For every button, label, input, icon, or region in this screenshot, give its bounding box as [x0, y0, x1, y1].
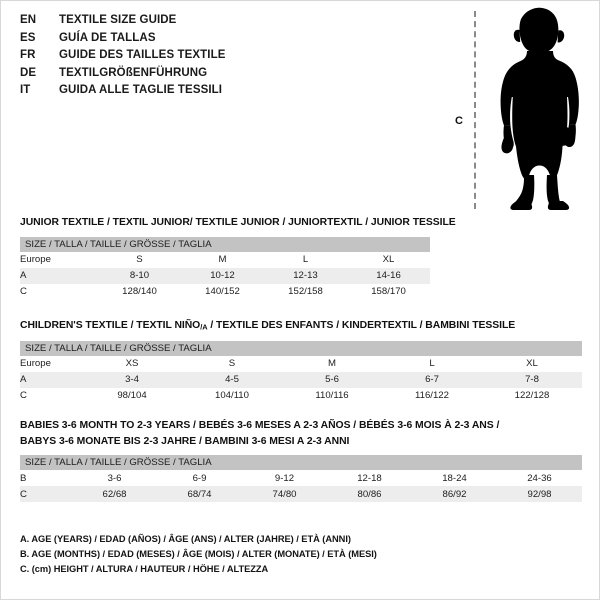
table-cell: 3-6	[72, 470, 157, 486]
row-header: Europe	[20, 355, 82, 372]
table-cell: 12-13	[264, 267, 347, 284]
table-row: Europe S M L XL	[20, 251, 431, 268]
table-cell: 140/152	[181, 283, 264, 300]
row-header: B	[20, 470, 72, 486]
table-cell: 116/122	[382, 387, 482, 404]
children-size-table: SIZE / TALLA / TAILLE / GRÖSSE / TAGLIA …	[20, 340, 582, 404]
size-band-label: SIZE / TALLA / TAILLE / GRÖSSE / TAGLIA	[20, 455, 582, 470]
table-row: A 3-4 4-5 5-6 6-7 7-8	[20, 371, 582, 388]
table-row: C 98/104 104/110 110/116 116/122 122/128	[20, 387, 582, 404]
size-band-row: SIZE / TALLA / TAILLE / GRÖSSE / TAGLIA	[20, 455, 582, 470]
footnote-b: B. AGE (MONTHS) / EDAD (MESES) / ÂGE (MO…	[20, 549, 377, 560]
table-cell: M	[181, 251, 264, 268]
size-band-label: SIZE / TALLA / TAILLE / GRÖSSE / TAGLIA	[20, 236, 431, 252]
section-title-subscript: /A	[200, 322, 208, 332]
table-row: A 8-10 10-12 12-13 14-16	[20, 267, 431, 284]
section-junior-textile: JUNIOR TEXTILE / TEXTIL JUNIOR/ TEXTILE …	[20, 215, 456, 300]
table-cell: 12-18	[327, 470, 412, 486]
language-title: GUIDE DES TAILLES TEXTILE	[59, 49, 226, 62]
table-cell: 5-6	[282, 371, 382, 388]
language-code: DE	[20, 66, 37, 79]
table-row: Europe XS S M L XL	[20, 355, 582, 372]
language-row: FR GUIDE DES TAILLES TEXTILE	[20, 49, 226, 67]
legend-footnotes: A. AGE (YEARS) / EDAD (AÑOS) / ÂGE (ANS)…	[20, 532, 377, 578]
section-title: CHILDREN'S TEXTILE / TEXTIL NIÑO/A / TEX…	[20, 318, 582, 335]
language-code: IT	[20, 84, 31, 97]
table-row: C 128/140 140/152 152/158 158/170	[20, 283, 431, 300]
row-header: Europe	[20, 251, 98, 268]
table-cell: L	[382, 355, 482, 372]
table-cell: 6-9	[157, 470, 242, 486]
table-cell: 98/104	[82, 387, 182, 404]
table-cell: 14-16	[347, 267, 431, 284]
section-title-pre: CHILDREN'S TEXTILE / TEXTIL NIÑO	[20, 320, 201, 331]
toddler-silhouette-icon	[500, 7, 579, 210]
section-title: JUNIOR TEXTILE / TEXTIL JUNIOR/ TEXTILE …	[20, 217, 456, 228]
table-cell: 80/86	[327, 486, 412, 502]
table-cell: S	[98, 251, 181, 268]
section-title-line1: BABIES 3-6 MONTH TO 2-3 YEARS / BEBÉS 3-…	[20, 420, 500, 431]
table-cell: 7-8	[482, 371, 582, 388]
section-childrens-textile: CHILDREN'S TEXTILE / TEXTIL NIÑO/A / TEX…	[20, 318, 582, 404]
size-band-label: SIZE / TALLA / TAILLE / GRÖSSE / TAGLIA	[20, 340, 582, 356]
table-cell: 74/80	[242, 486, 327, 502]
table-cell: 68/74	[157, 486, 242, 502]
language-row: EN TEXTILE SIZE GUIDE	[20, 14, 226, 32]
height-measure-dashed-line	[474, 11, 476, 209]
language-title: TEXTILGRÖßENFÜHRUNG	[59, 66, 208, 79]
table-cell: L	[264, 251, 347, 268]
table-row: B 3-6 6-9 9-12 12-18 18-24 24-36	[20, 470, 582, 486]
table-cell: 18-24	[412, 470, 497, 486]
babies-size-table: SIZE / TALLA / TAILLE / GRÖSSE / TAGLIA …	[20, 455, 582, 502]
language-title: GUÍA DE TALLAS	[59, 31, 156, 44]
language-title: GUIDA ALLE TAGLIE TESSILI	[59, 84, 223, 97]
table-cell: 152/158	[264, 283, 347, 300]
table-cell: 62/68	[72, 486, 157, 502]
table-cell: 3-4	[82, 371, 182, 388]
table-cell: 92/98	[497, 486, 582, 502]
table-cell: 4-5	[182, 371, 282, 388]
table-cell: 9-12	[242, 470, 327, 486]
footnote-c: C. (cm) HEIGHT / ALTURA / HAUTEUR / HÖHE…	[20, 564, 269, 575]
table-row: C 62/68 68/74 74/80 80/86 86/92 92/98	[20, 486, 582, 502]
row-header: C	[20, 283, 98, 300]
table-cell: 86/92	[412, 486, 497, 502]
table-cell: 104/110	[182, 387, 282, 404]
section-title-line2: BABYS 3-6 MONATE BIS 2-3 JAHRE / BAMBINI…	[20, 435, 350, 447]
row-header: A	[20, 371, 82, 388]
table-cell: 110/116	[282, 387, 382, 404]
language-code: ES	[20, 31, 36, 44]
language-row: DE TEXTILGRÖßENFÜHRUNG	[20, 67, 226, 85]
table-cell: 6-7	[382, 371, 482, 388]
table-cell: M	[282, 355, 382, 372]
language-row: IT GUIDA ALLE TAGLIE TESSILI	[20, 84, 226, 102]
table-cell: S	[182, 355, 282, 372]
table-cell: 128/140	[98, 283, 181, 300]
language-row: ES GUÍA DE TALLAS	[20, 32, 226, 50]
language-title-list: EN TEXTILE SIZE GUIDE ES GUÍA DE TALLAS …	[20, 14, 226, 102]
table-cell: XL	[347, 251, 431, 268]
table-cell: 8-10	[98, 267, 181, 284]
row-header: A	[20, 267, 98, 284]
size-band-row: SIZE / TALLA / TAILLE / GRÖSSE / TAGLIA	[20, 236, 431, 252]
height-measurement-figure: C	[441, 7, 591, 212]
language-code: EN	[20, 14, 37, 26]
row-header: C	[20, 387, 82, 404]
section-title-post: / TEXTILE DES ENFANTS / KINDERTEXTIL / B…	[207, 320, 516, 331]
table-cell: 158/170	[347, 283, 431, 300]
row-header: C	[20, 486, 72, 502]
junior-size-table: SIZE / TALLA / TAILLE / GRÖSSE / TAGLIA …	[20, 236, 431, 300]
language-title: TEXTILE SIZE GUIDE	[59, 14, 177, 26]
table-cell: XS	[82, 355, 182, 372]
measure-label-c: C	[455, 115, 463, 127]
table-cell: 24-36	[497, 470, 582, 486]
footnote-a: A. AGE (YEARS) / EDAD (AÑOS) / ÂGE (ANS)…	[20, 534, 351, 544]
language-code: FR	[20, 49, 36, 62]
table-cell: 10-12	[181, 267, 264, 284]
section-babies-textile: BABIES 3-6 MONTH TO 2-3 YEARS / BEBÉS 3-…	[20, 418, 582, 502]
size-band-row: SIZE / TALLA / TAILLE / GRÖSSE / TAGLIA	[20, 340, 582, 356]
table-cell: XL	[482, 355, 582, 372]
table-cell: 122/128	[482, 387, 582, 404]
